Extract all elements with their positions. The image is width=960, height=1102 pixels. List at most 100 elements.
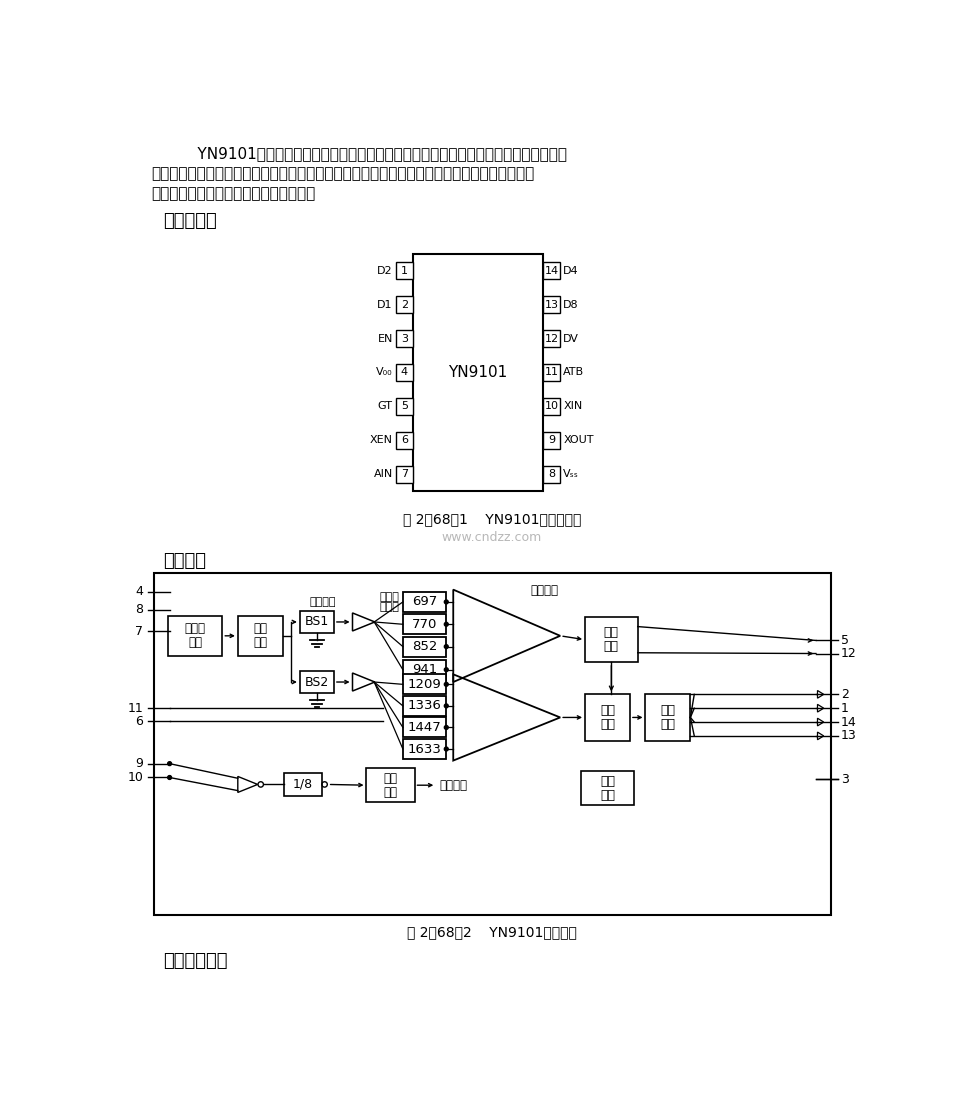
- Text: 前置: 前置: [253, 623, 267, 636]
- Text: 12: 12: [841, 647, 856, 660]
- Bar: [300, 612, 334, 633]
- Circle shape: [444, 623, 448, 626]
- Text: 1/8: 1/8: [293, 778, 313, 791]
- Text: 4: 4: [401, 367, 408, 378]
- Text: YN9101: YN9101: [448, 365, 508, 380]
- Text: 11: 11: [544, 367, 559, 378]
- Text: 8: 8: [135, 603, 143, 616]
- Text: 2: 2: [401, 300, 408, 310]
- Bar: [403, 717, 446, 737]
- Text: 拨号音: 拨号音: [184, 623, 205, 636]
- Text: 4: 4: [135, 585, 143, 598]
- Text: 寄存: 寄存: [660, 717, 676, 731]
- Text: 引脚排列图: 引脚排列图: [162, 213, 216, 230]
- Text: GT: GT: [378, 401, 393, 411]
- Bar: [543, 432, 561, 449]
- Text: D1: D1: [377, 300, 393, 310]
- Bar: [168, 616, 223, 656]
- Text: 14: 14: [544, 266, 559, 276]
- Text: 幅度检测: 幅度检测: [531, 584, 559, 597]
- Bar: [155, 573, 831, 915]
- Circle shape: [168, 776, 172, 779]
- Text: 放大: 放大: [253, 636, 267, 649]
- Text: 12: 12: [544, 334, 559, 344]
- Text: D2: D2: [377, 266, 393, 276]
- Circle shape: [168, 761, 172, 766]
- Text: 7: 7: [401, 469, 408, 479]
- Circle shape: [444, 682, 448, 687]
- Bar: [585, 617, 637, 662]
- Bar: [585, 694, 630, 741]
- Circle shape: [444, 747, 448, 750]
- Text: 10: 10: [544, 401, 559, 411]
- Circle shape: [444, 704, 448, 707]
- Bar: [403, 674, 446, 694]
- Text: 770: 770: [412, 618, 437, 630]
- Bar: [645, 694, 690, 741]
- Text: XEN: XEN: [370, 435, 393, 445]
- Bar: [543, 331, 561, 347]
- Bar: [396, 432, 413, 449]
- Text: DV: DV: [564, 334, 579, 344]
- Bar: [403, 660, 446, 680]
- Text: 图 2－68－1    YN9101引脚排列图: 图 2－68－1 YN9101引脚排列图: [403, 512, 581, 527]
- Text: 产生: 产生: [383, 786, 397, 799]
- Bar: [403, 637, 446, 657]
- Text: 电路: 电路: [604, 640, 619, 653]
- Bar: [396, 262, 413, 279]
- Text: D8: D8: [564, 300, 579, 310]
- Text: 5: 5: [841, 634, 849, 647]
- Text: 图 2－68－2    YN9101逻辑框图: 图 2－68－2 YN9101逻辑框图: [407, 926, 577, 939]
- Text: 3: 3: [841, 773, 849, 786]
- Bar: [284, 773, 322, 796]
- Text: BS2: BS2: [304, 676, 329, 689]
- Bar: [543, 296, 561, 313]
- Text: www.cndzz.com: www.cndzz.com: [442, 531, 542, 544]
- Bar: [403, 739, 446, 759]
- Text: BS1: BS1: [304, 615, 329, 628]
- Bar: [413, 253, 543, 491]
- Bar: [396, 398, 413, 414]
- Text: 电气技术指标: 电气技术指标: [162, 952, 228, 970]
- Text: 9: 9: [548, 435, 555, 445]
- Text: 8: 8: [548, 469, 555, 479]
- Bar: [543, 398, 561, 414]
- Text: 逻辑框图: 逻辑框图: [162, 552, 205, 570]
- Bar: [543, 364, 561, 381]
- Text: 检测器: 检测器: [380, 603, 399, 613]
- Text: Vₛₛ: Vₛₛ: [564, 469, 579, 479]
- Text: 音滤波电路、前置放大电路、带通滤波器、零交叉检测器、幅度检测器、定时电路、时钟产生电: 音滤波电路、前置放大电路、带通滤波器、零交叉检测器、幅度检测器、定时电路、时钟产…: [151, 166, 535, 181]
- Bar: [396, 466, 413, 483]
- Text: 697: 697: [412, 595, 437, 608]
- Text: 零交叉: 零交叉: [380, 592, 399, 603]
- Text: 9: 9: [135, 757, 143, 770]
- Text: 输出: 输出: [600, 704, 615, 717]
- Text: 路、输出译码电路和输出寄存器等组成。: 路、输出译码电路和输出寄存器等组成。: [151, 186, 315, 202]
- Text: D4: D4: [564, 266, 579, 276]
- Text: 1: 1: [841, 702, 849, 715]
- Text: XIN: XIN: [564, 401, 583, 411]
- Bar: [396, 331, 413, 347]
- Text: 时钟: 时钟: [383, 771, 397, 785]
- Circle shape: [444, 725, 448, 730]
- Text: ATB: ATB: [564, 367, 585, 378]
- Text: 6: 6: [135, 715, 143, 727]
- Bar: [543, 466, 561, 483]
- Text: 1209: 1209: [408, 678, 442, 691]
- Text: 滤波: 滤波: [188, 636, 203, 649]
- Bar: [403, 614, 446, 635]
- Bar: [581, 771, 634, 806]
- Text: 13: 13: [841, 730, 856, 743]
- Bar: [403, 592, 446, 612]
- Text: 译码: 译码: [600, 717, 615, 731]
- Text: YN9101是双音多频信号接收集成电路，也适用于通用遥控接收电路。内部电路由拨号: YN9101是双音多频信号接收集成电路，也适用于通用遥控接收电路。内部电路由拨号: [179, 147, 567, 161]
- Text: 7: 7: [135, 625, 143, 638]
- Text: 1447: 1447: [408, 721, 442, 734]
- Circle shape: [444, 645, 448, 648]
- Circle shape: [444, 668, 448, 671]
- Text: 1633: 1633: [408, 743, 442, 756]
- Text: 13: 13: [544, 300, 559, 310]
- Text: XOUT: XOUT: [564, 435, 594, 445]
- Text: 14: 14: [841, 715, 856, 728]
- Text: EN: EN: [377, 334, 393, 344]
